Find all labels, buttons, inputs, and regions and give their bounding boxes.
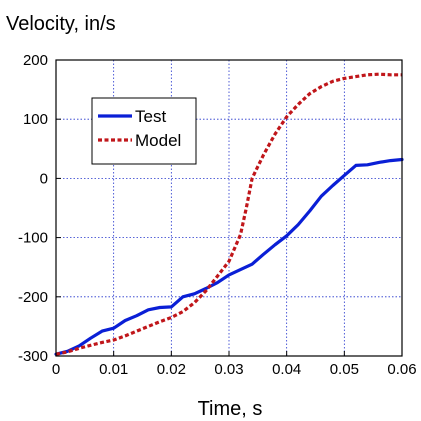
y-tick-label: -100: [18, 230, 48, 247]
x-tick-label: 0.03: [214, 361, 243, 378]
y-tick-label: -300: [18, 348, 48, 365]
legend: Test Model: [91, 97, 197, 165]
x-tick-label: 0.02: [157, 361, 186, 378]
y-tick-label: 100: [23, 111, 48, 128]
x-tick-label: 0.04: [272, 361, 301, 378]
x-tick-label: 0.06: [387, 361, 416, 378]
y-tick-label: 200: [23, 52, 48, 69]
legend-box: [91, 97, 197, 165]
x-axis-title: Time, s: [198, 398, 263, 420]
series-layer: [54, 72, 404, 356]
y-axis-title: Velocity, in/s: [6, 13, 116, 35]
legend-label-test: Test: [135, 107, 166, 126]
x-tick-label: 0.05: [330, 361, 359, 378]
series-line-test: [54, 157, 404, 356]
x-tick-label: 0.01: [99, 361, 128, 378]
x-tick-label: 0: [52, 361, 60, 378]
y-tick-label: -200: [18, 289, 48, 306]
legend-label-model: Model: [135, 131, 181, 150]
y-tick-label: 0: [40, 170, 48, 187]
ticks: 0 0.01 0.02 0.03 0.04 0.05 0.06 -300 -200 -100 0 10…: [18, 52, 417, 378]
